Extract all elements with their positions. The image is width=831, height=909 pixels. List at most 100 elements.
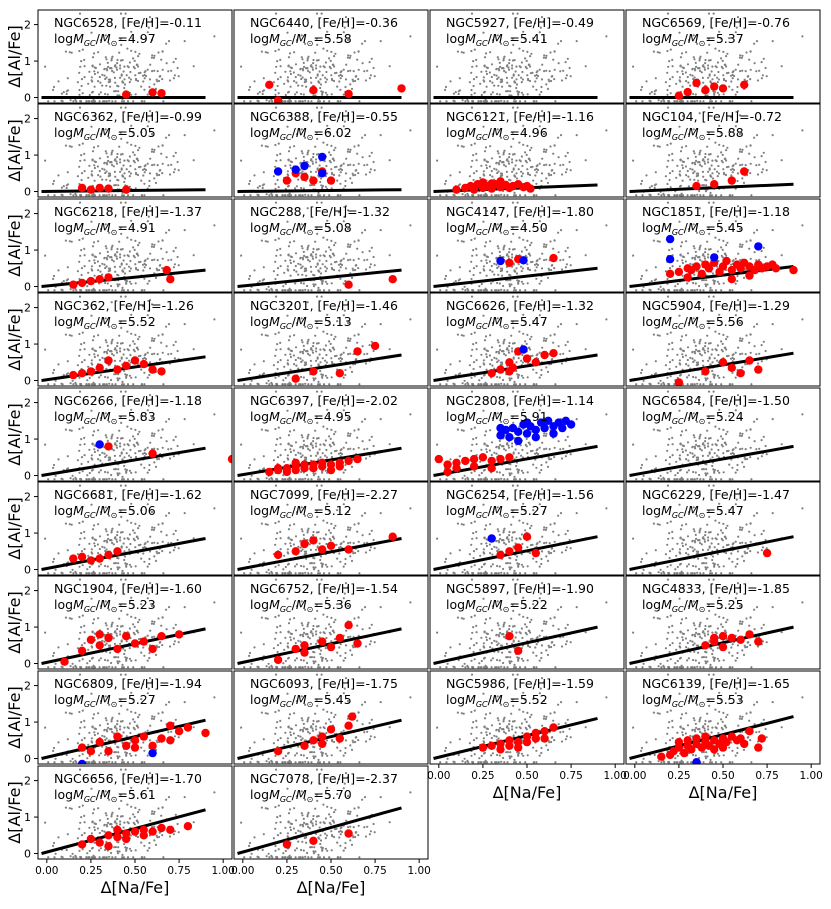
background-point [161,172,164,175]
background-point [771,229,774,232]
background-point [693,289,696,292]
background-point [497,265,500,268]
background-point [687,81,690,84]
red-point [104,442,113,451]
background-point [502,151,505,154]
background-point [516,12,519,15]
background-point [339,73,342,77]
background-point [300,360,303,364]
mass-label-m2: M [688,125,699,140]
background-point [165,420,168,423]
background-point [318,194,321,197]
background-point [346,209,350,212]
background-point [535,371,538,374]
background-point [368,455,371,458]
background-point [491,175,494,178]
background-point [318,164,321,167]
background-point [518,65,521,68]
background-point [472,172,476,175]
background-point [330,144,333,147]
background-point [107,254,110,257]
background-point [446,379,449,382]
background-point [508,247,511,251]
background-point [301,289,304,292]
background-point [490,100,493,103]
background-point [780,254,783,257]
background-point [668,78,672,81]
background-point [363,70,366,73]
background-point [121,289,124,292]
background-point [499,159,502,162]
background-point [114,289,117,292]
background-point [502,57,505,60]
mass-label-sub: GC [84,228,96,237]
background-point [349,177,352,180]
background-point [99,91,102,94]
background-point [508,341,511,345]
background-point [213,318,216,321]
background-point [286,125,289,128]
background-point [258,185,261,188]
background-point [137,159,140,162]
background-point [467,289,470,292]
background-point [523,320,526,323]
background-point [315,256,318,259]
background-point [317,289,320,292]
background-point [370,57,373,60]
background-point [108,477,111,480]
background-point [176,66,179,70]
background-point [122,478,125,481]
background-point [321,90,324,94]
background-point [490,383,493,386]
background-point [319,267,322,270]
background-point [115,257,119,260]
background-point [130,408,133,411]
background-point [306,340,309,343]
background-point [91,253,94,256]
background-point [470,12,474,15]
background-point [174,151,177,154]
background-point [372,160,375,164]
background-point [334,146,337,149]
background-point [490,346,494,349]
background-point [722,171,726,175]
mass-label-slash: / [96,31,101,46]
background-point [471,288,474,292]
background-point [274,182,277,186]
background-point [514,289,518,292]
background-point [253,80,256,83]
background-point [699,383,702,386]
background-point [524,194,527,197]
background-point [326,124,329,127]
background-point [123,172,126,175]
background-point [503,289,506,292]
background-point [545,337,548,340]
background-point [304,42,307,45]
background-point [116,440,119,443]
background-point [497,341,500,344]
background-point [78,71,81,74]
background-point [681,20,685,24]
background-point [289,255,292,258]
background-point [343,26,346,29]
background-point [510,51,513,54]
y-tick-label: 1 [24,338,31,351]
background-point [503,55,506,58]
background-point [136,346,139,349]
background-point [452,307,455,311]
background-point [532,131,535,134]
red-point [335,369,344,378]
mass-label-m2: M [492,220,503,235]
background-point [678,220,681,223]
background-point [322,330,325,333]
background-point [307,258,310,262]
background-point [91,90,94,93]
background-point [681,100,685,103]
background-point [702,184,706,187]
background-point [90,76,93,79]
panel-mass-label: logMGC/M⊙=6.02 [250,125,352,142]
background-point [167,353,170,356]
background-point [262,77,265,80]
background-point [727,354,730,357]
background-point [449,269,452,272]
